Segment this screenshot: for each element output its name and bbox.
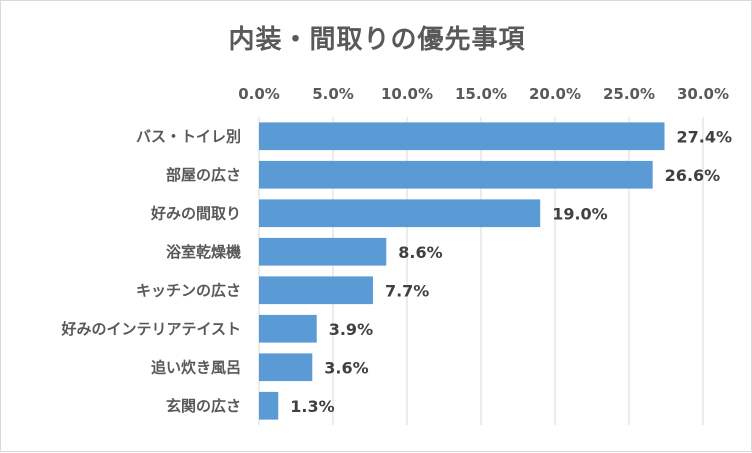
data-label: 1.3%: [290, 397, 334, 416]
data-label: 3.6%: [324, 358, 368, 377]
data-label: 27.4%: [677, 127, 733, 146]
bar: [259, 237, 387, 266]
bar: [259, 276, 373, 305]
category-label: 好みのインテリアテイスト: [60, 320, 241, 338]
category-label: 浴室乾燥機: [166, 243, 241, 261]
data-label: 19.0%: [552, 204, 608, 223]
category-label: 追い炊き風呂: [151, 358, 241, 376]
data-label: 26.6%: [665, 166, 721, 185]
bar: [259, 314, 317, 343]
data-label: 7.7%: [385, 281, 429, 300]
x-tick-label: 15.0%: [455, 85, 507, 103]
data-labels: 27.4% 26.6% 19.0% 8.6% 7.7% 3.9% 3.6% 1.3%: [290, 127, 732, 416]
x-tick-label: 10.0%: [381, 85, 433, 103]
bar: [259, 160, 653, 189]
category-labels: バス・トイレ別部屋の広さ好みの間取り浴室乾燥機キッチンの広さ好みのインテリアテイ…: [60, 127, 241, 415]
category-label: バス・トイレ別: [136, 127, 241, 145]
category-label: キッチンの広さ: [136, 281, 241, 299]
category-label: 部屋の広さ: [166, 166, 241, 184]
bar: [259, 353, 313, 382]
bar: [259, 122, 665, 151]
x-axis-tick-labels: 0.0% 5.0% 10.0% 15.0% 20.0% 25.0% 30.0%: [238, 85, 729, 103]
bar: [259, 199, 541, 228]
x-tick-label: 20.0%: [529, 85, 581, 103]
bars: [259, 122, 665, 420]
category-label: 好みの間取り: [150, 204, 241, 222]
x-tick-label: 0.0%: [238, 85, 280, 103]
chart-title: 内装・間取りの優先事項: [228, 25, 526, 55]
data-label: 8.6%: [398, 243, 442, 262]
x-tick-label: 30.0%: [677, 85, 729, 103]
x-tick-label: 25.0%: [603, 85, 655, 103]
x-tick-label: 5.0%: [312, 85, 354, 103]
category-label: 玄関の広さ: [166, 397, 241, 415]
bar: [259, 391, 279, 420]
data-label: 3.9%: [329, 320, 373, 339]
